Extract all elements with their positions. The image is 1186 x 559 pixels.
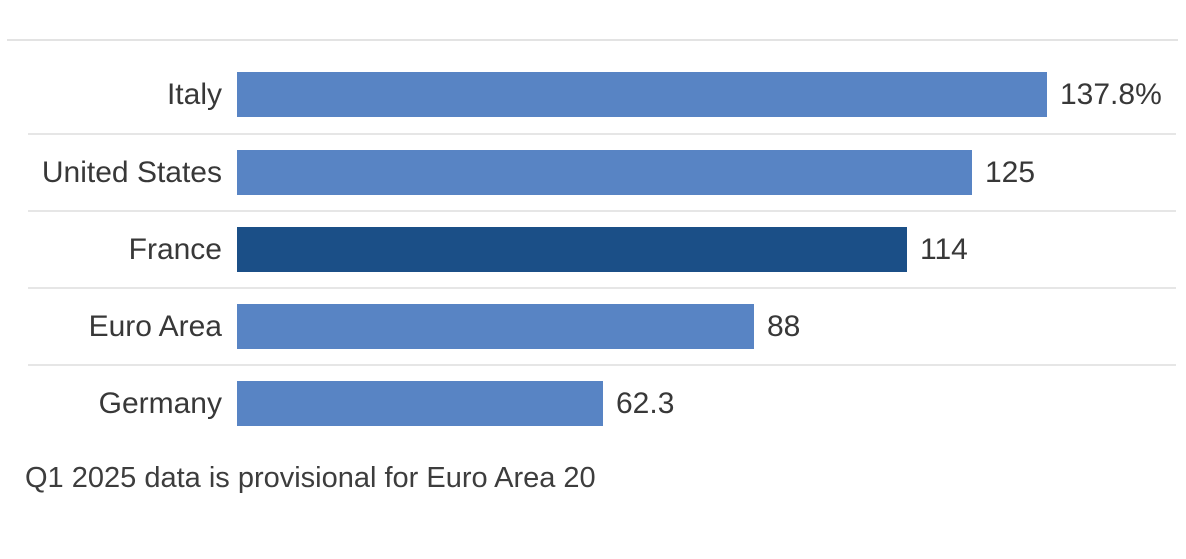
chart-row-euro-area: Euro Area 88 [28,287,1176,364]
chart-footnote: Q1 2025 data is provisional for Euro Are… [25,462,596,494]
value-label-united-states: 125 [985,155,1036,189]
chart-row-italy: Italy 137.8% [28,56,1176,133]
bar-track: 62.3 [237,366,1176,441]
value-label-germany: 62.3 [616,386,675,420]
value-label-italy: 137.8% [1060,77,1162,111]
bar-track: 137.8% [237,56,1176,133]
bar-germany[interactable] [237,381,603,426]
bar-track: 125 [237,135,1176,210]
bar-united-states[interactable] [237,150,972,195]
value-label-euro-area: 88 [767,309,801,343]
chart-top-divider [7,39,1178,41]
bar-track: 114 [237,212,1176,287]
value-label-france: 114 [920,232,968,266]
category-label-euro-area: Euro Area [88,309,222,343]
category-label-united-states: United States [41,155,222,189]
bar-italy[interactable] [237,72,1047,117]
chart-plot-area: Italy 137.8% United States 125 France 11… [28,56,1176,441]
category-label-germany: Germany [98,386,222,420]
bar-france[interactable] [237,227,907,272]
category-label-italy: Italy [166,77,222,111]
category-label-france: France [128,232,222,266]
chart-row-germany: Germany 62.3 [28,364,1176,441]
chart-row-united-states: United States 125 [28,133,1176,210]
chart-row-france: France 114 [28,210,1176,287]
bar-euro-area[interactable] [237,304,754,349]
bar-track: 88 [237,289,1176,364]
